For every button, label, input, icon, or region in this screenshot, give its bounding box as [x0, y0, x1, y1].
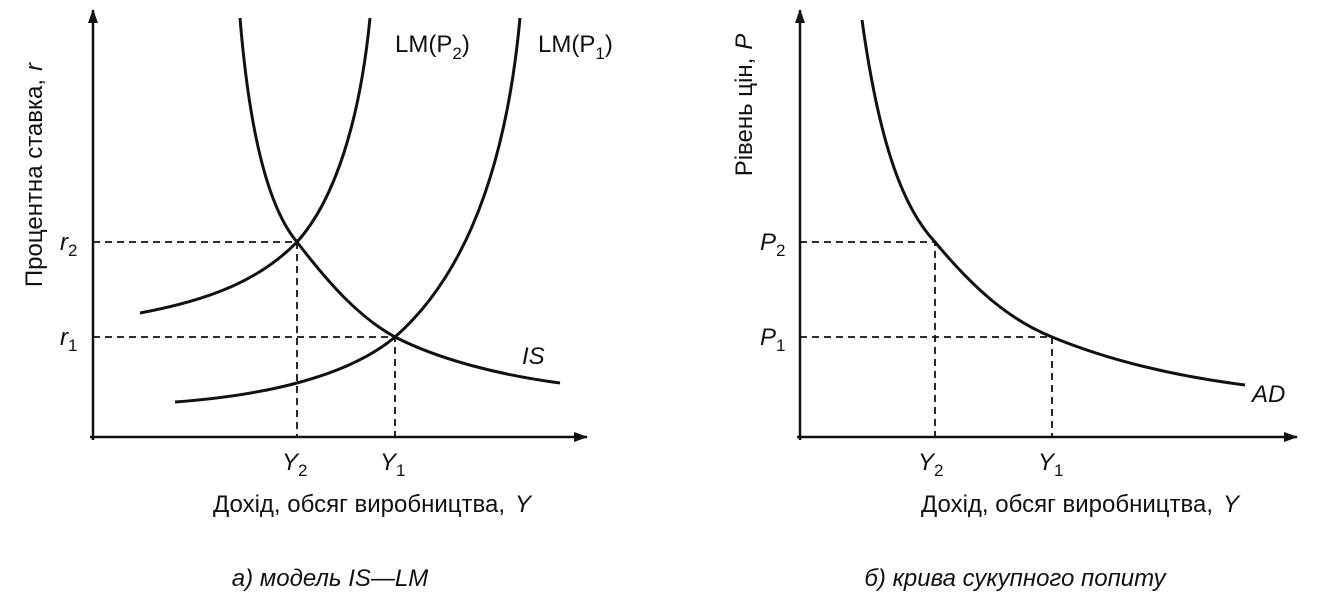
x-level-label: Y1 [1038, 449, 1063, 480]
y-axis-label: Рівень цін, P [731, 34, 758, 177]
text-part: 1 [68, 336, 77, 355]
lm-curve [174, 17, 522, 404]
y-level-label: P2 [760, 229, 785, 260]
text-part: Y [515, 491, 533, 518]
y-axis-label: Процентна ставка, r [21, 62, 48, 287]
caption: а) модель IS—LM [232, 565, 428, 592]
text-part: Процентна ставка, [21, 79, 48, 287]
y-level-label: r1 [60, 324, 77, 355]
text-part: Y [1223, 491, 1241, 518]
text-part: 1 [396, 461, 405, 480]
guide-line [800, 336, 1053, 437]
text-part: 2 [776, 241, 785, 260]
text-part: Y [918, 449, 936, 476]
curve-label: LM(P2) [395, 31, 470, 63]
text-part: 2 [934, 461, 943, 480]
text-part: 2 [68, 241, 77, 260]
y-level-label: P1 [760, 324, 785, 355]
guide-line [93, 336, 396, 437]
text-part: Рівень цін, [731, 58, 758, 177]
text-part: Y [282, 449, 300, 476]
text-part: P [731, 34, 758, 50]
text-part: 1 [1054, 461, 1063, 480]
text-part: Y [380, 449, 398, 476]
text-part: 1 [776, 336, 785, 355]
x-axis-label: Дохід, обсяг виробництва, Y [921, 491, 1241, 518]
x-axis-label: Дохід, обсяг виробництва, Y [213, 491, 533, 518]
ad-curve [860, 19, 1246, 387]
text-part: Y [1038, 449, 1056, 476]
curve-label: AD [1250, 381, 1285, 408]
panel-a: LM(P2) LM(P1) IS r2 r1 Y2 Y1 Дохід, обся… [21, 9, 613, 592]
text-part: 2 [298, 461, 307, 480]
x-level-label: Y2 [282, 449, 307, 480]
text-part: r [60, 229, 69, 256]
curve-label: LM(P1) [538, 31, 613, 63]
text-part: ) [462, 31, 470, 58]
lm-curve [139, 17, 372, 315]
curve-label: IS [522, 343, 545, 370]
text-part: Дохід, обсяг виробництва, [213, 491, 505, 518]
x-level-label: Y1 [380, 449, 405, 480]
is-curve [238, 17, 561, 385]
text-part: LM(P [538, 31, 595, 58]
text-part: P [760, 229, 776, 256]
text-part: P [760, 324, 776, 351]
text-part: r [21, 62, 48, 71]
panel-b: AD P2 P1 Y2 Y1 Дохід, обсяг виробництва,… [731, 9, 1298, 592]
text-part: Дохід, обсяг виробництва, [921, 491, 1213, 518]
text-part: 1 [595, 44, 604, 63]
text-part: 2 [452, 44, 461, 63]
caption: б) крива сукупного попиту [864, 565, 1167, 592]
text-part: r [60, 324, 69, 351]
y-level-label: r2 [60, 229, 77, 260]
text-part: ) [605, 31, 613, 58]
x-level-label: Y2 [918, 449, 943, 480]
text-part: LM(P [395, 31, 452, 58]
guide-line [93, 241, 298, 437]
guide-line [800, 241, 936, 437]
